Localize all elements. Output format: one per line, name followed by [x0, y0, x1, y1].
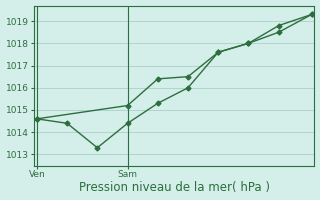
X-axis label: Pression niveau de la mer( hPa ): Pression niveau de la mer( hPa ) — [79, 181, 270, 194]
